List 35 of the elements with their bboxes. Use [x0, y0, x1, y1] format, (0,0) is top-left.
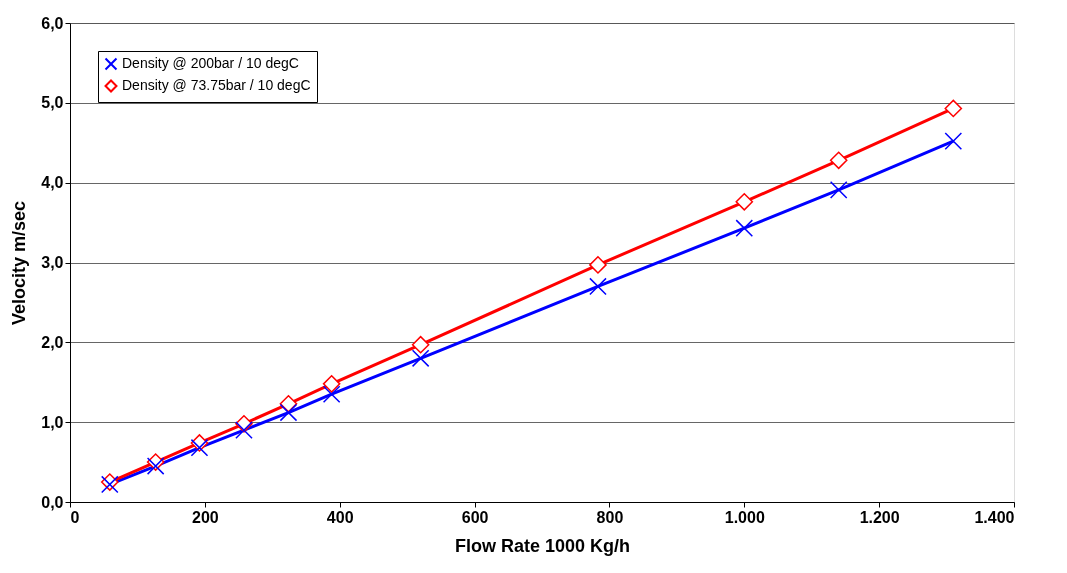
x-tick-label: 1.200	[859, 508, 900, 526]
legend-label: Density @ 73.75bar / 10 degC	[122, 77, 311, 93]
point	[190, 438, 209, 457]
y-axis-title: Velocity m/sec	[9, 200, 30, 326]
point	[322, 375, 341, 393]
y-tick-label: 1,0	[41, 413, 64, 431]
x-tick-label: 1.000	[724, 508, 765, 526]
y-tick-label: 0,0	[41, 493, 64, 511]
x-tick-label: 600	[461, 508, 489, 526]
legend-label: Density @ 200bar / 10 degC	[122, 55, 299, 71]
x-tick-label: 200	[192, 508, 219, 526]
y-tick-label: 5,0	[41, 94, 64, 112]
y-tick-label: 4,0	[41, 174, 64, 192]
y-tick-label: 3,0	[41, 254, 64, 271]
x-tick-label: 400	[326, 508, 354, 526]
point	[322, 385, 341, 404]
x-axis-title: Flow Rate 1000 Kg/h	[454, 535, 631, 556]
point	[279, 403, 298, 422]
x-tick-label: 0	[70, 508, 80, 526]
point	[944, 99, 963, 118]
point	[589, 256, 607, 274]
y-tick-label: 2,0	[41, 333, 64, 351]
point	[735, 193, 754, 211]
point	[944, 132, 963, 150]
x-tick-label: 800	[596, 508, 624, 526]
point	[235, 421, 253, 439]
point	[411, 335, 430, 354]
point	[735, 219, 754, 237]
point	[146, 457, 165, 475]
x-tick-label: 1.400	[974, 508, 1015, 526]
point	[589, 277, 607, 296]
point	[829, 151, 848, 170]
point	[829, 181, 848, 199]
y-tick-label: 6,0	[41, 14, 64, 32]
point	[411, 349, 430, 368]
